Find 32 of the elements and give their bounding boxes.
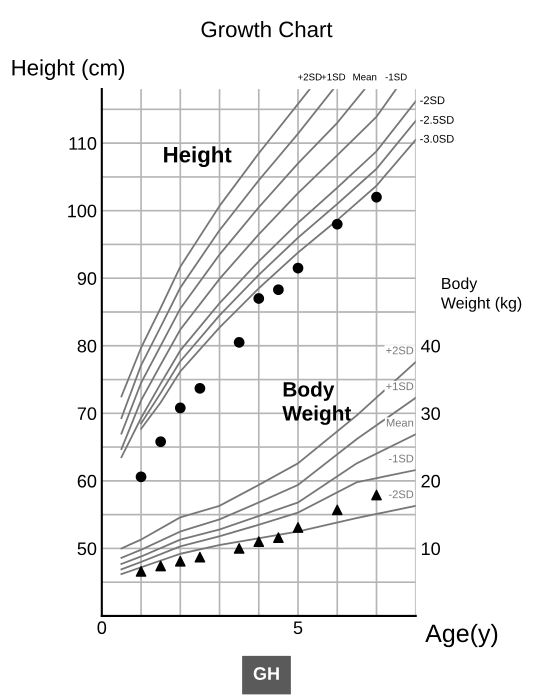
- y2-axis-title: Body Weight (kg): [440, 277, 522, 312]
- series-label: Mean: [386, 418, 414, 427]
- x-tick-label: 0: [97, 621, 106, 634]
- x-tick-label: 5: [294, 621, 302, 634]
- series-label: +1SD: [322, 74, 346, 80]
- annotation: Height: [164, 146, 232, 168]
- series-label: -3.0SD: [420, 134, 454, 143]
- y-tick-label: 80: [78, 340, 96, 352]
- x-axis-title: Age(y): [425, 624, 498, 648]
- y-tick-label: 50: [78, 542, 96, 556]
- text: GH: [254, 667, 279, 680]
- y2-tick-label: 10: [422, 542, 440, 556]
- series-label: Mean: [353, 74, 376, 80]
- series-label: -2.5SD: [420, 116, 454, 124]
- series-label: -2SD: [420, 96, 444, 104]
- series-label: -2SD: [388, 490, 414, 498]
- series-label: -1SD: [388, 454, 414, 462]
- y-tick-label: 90: [78, 272, 96, 285]
- series-label: +2SD: [298, 74, 322, 80]
- y-tick-label: 100: [68, 204, 96, 218]
- chart-title: Growth Chart: [202, 20, 332, 38]
- y-tick-label: 110: [70, 137, 96, 150]
- series-label: +1SD: [386, 382, 414, 390]
- y-tick-label: 60: [78, 474, 96, 488]
- series-label: -1SD: [385, 74, 407, 80]
- series-label: +2SD: [386, 346, 414, 354]
- y2-tick-label: 30: [421, 407, 440, 420]
- y2-tick-label: 20: [422, 474, 440, 488]
- annotation: Body Weight: [282, 381, 352, 425]
- y-axis-title: Height (cm): [12, 59, 124, 80]
- y2-tick-label: 40: [421, 340, 440, 352]
- y-tick-label: 70: [78, 407, 96, 420]
